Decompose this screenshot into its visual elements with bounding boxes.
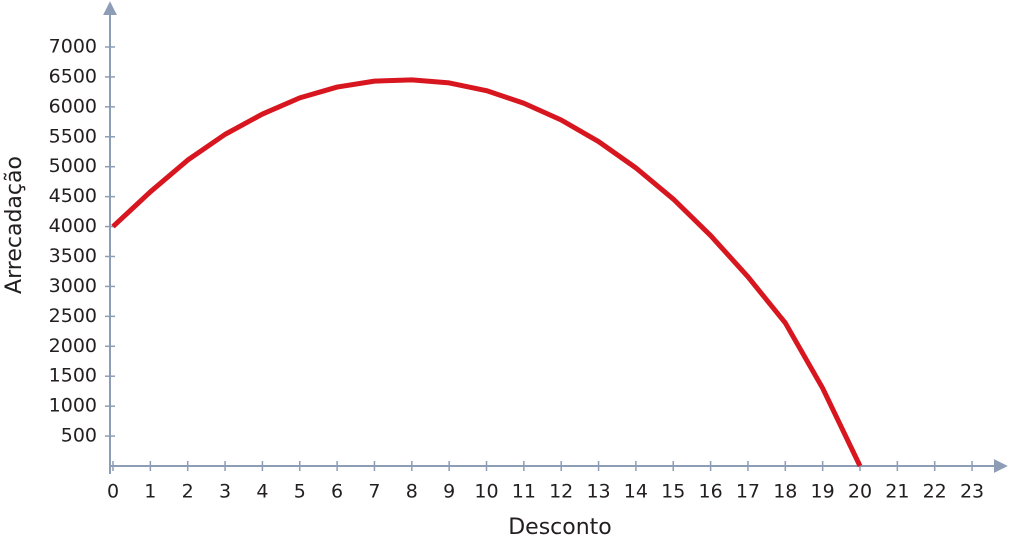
x-tick-label: 11 xyxy=(512,481,536,503)
y-tick-label: 7000 xyxy=(49,35,97,57)
x-tick-label: 17 xyxy=(736,481,760,503)
y-tick-label: 4000 xyxy=(49,215,97,237)
x-tick-label: 15 xyxy=(661,481,685,503)
x-tick-label: 13 xyxy=(586,481,610,503)
x-tick-label: 3 xyxy=(219,481,231,503)
x-tick-label: 21 xyxy=(885,481,909,503)
x-tick-label: 4 xyxy=(256,481,268,503)
y-tick-label: 2500 xyxy=(49,305,97,327)
y-tick-label: 5000 xyxy=(49,155,97,177)
x-tick-label: 6 xyxy=(331,481,343,503)
y-axis-label: Arrecadação xyxy=(2,156,27,294)
y-tick-label: 3000 xyxy=(49,275,97,297)
y-tick-label: 2000 xyxy=(49,335,97,357)
x-tick-label: 23 xyxy=(960,481,984,503)
x-tick-label: 0 xyxy=(107,481,119,503)
y-tick-label: 6000 xyxy=(49,95,97,117)
line xyxy=(111,77,863,468)
x-tick-label: 9 xyxy=(443,481,455,503)
x-tick-label: 16 xyxy=(699,481,723,503)
y-tick-label: 1000 xyxy=(49,395,97,417)
x-tick-label: 18 xyxy=(773,481,797,503)
x-tick-label: 14 xyxy=(624,481,648,503)
y-tick-label: 1500 xyxy=(49,365,97,387)
x-tick-label: 12 xyxy=(549,481,573,503)
x-tick-label: 10 xyxy=(474,481,498,503)
y-tick-label: 6500 xyxy=(49,65,97,87)
x-tick-label: 20 xyxy=(848,481,872,503)
x-tick-label: 5 xyxy=(294,481,306,503)
x-tick-label: 22 xyxy=(923,481,947,503)
y-tick-label: 500 xyxy=(61,425,97,447)
x-tick-label: 1 xyxy=(144,481,156,503)
y-tick-label: 4500 xyxy=(49,185,97,207)
x-axis-label: Desconto xyxy=(508,515,612,540)
x-tick-label: 2 xyxy=(182,481,194,503)
y-tick-label: 5500 xyxy=(49,125,97,147)
x-tick-label: 8 xyxy=(406,481,418,503)
x-tick-label: 7 xyxy=(368,481,380,503)
x-tick-label: 19 xyxy=(811,481,835,503)
y-tick-label: 3500 xyxy=(49,245,97,267)
